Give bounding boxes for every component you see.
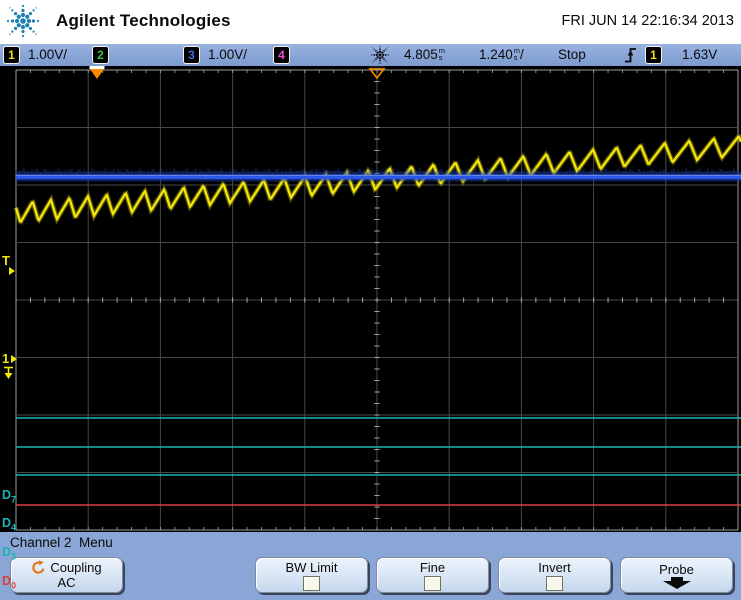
digital-label-d7: D7 (2, 488, 17, 505)
menu-title: Channel 2 Menu (10, 535, 113, 550)
bw-limit-checkbox[interactable] (303, 575, 320, 591)
timebase-suffix: / (520, 47, 524, 62)
status-bar: 1 1.00V/ 2 3 1.00V/ 4 4.805 m s 1.240 m s / S… (0, 44, 741, 67)
bw-limit-label: BW Limit (285, 559, 338, 575)
ch1-marker-arrow-icon (11, 355, 17, 363)
agilent-spark-icon (369, 44, 391, 66)
delay-value: 4.805 (404, 47, 438, 62)
display-area: T 1 D7 D4 D3 D0 (0, 66, 741, 590)
rotary-knob-icon (32, 560, 45, 574)
delay-readout: 4.805 m s (404, 47, 445, 62)
brand-title: Agilent Technologies (56, 11, 231, 30)
scope-canvas (13, 66, 741, 531)
trigger-source-badge: 1 (645, 46, 662, 64)
timebase-value: 1.240 (479, 47, 513, 62)
down-arrow-icon (662, 576, 691, 589)
digital-label-d4: D4 (2, 516, 17, 533)
trigger-level-marker: T (2, 254, 15, 275)
top-bar: Agilent Technologies FRI JUN 14 22:16:34… (0, 0, 741, 44)
ch3-badge: 3 (183, 46, 200, 64)
bw-limit-button[interactable]: BW Limit (255, 557, 368, 593)
probe-button[interactable]: Probe (620, 557, 733, 593)
agilent-logo-icon (3, 1, 47, 43)
digital-label-d3: D3 (2, 545, 17, 562)
invert-label: Invert (538, 559, 571, 575)
invert-button[interactable]: Invert (498, 557, 611, 593)
ground-icon (4, 366, 13, 379)
trigger-arrow-icon (9, 267, 15, 275)
ch1-scale: 1.00V/ (28, 47, 68, 62)
digital-label-d0: D0 (2, 574, 17, 591)
probe-label: Probe (659, 561, 694, 577)
ch4-badge: 4 (273, 46, 290, 64)
timebase-readout: 1.240 m s / (479, 47, 524, 62)
coupling-label: Coupling (50, 560, 102, 575)
softkey-menu: Channel 2 Menu Coupling AC BW Limit Fine… (0, 532, 741, 600)
coupling-value: AC (57, 575, 76, 590)
trigger-level-readout: 1.63V (682, 47, 718, 62)
acquisition-status: Stop (558, 47, 586, 62)
fine-button[interactable]: Fine (376, 557, 489, 593)
ch1-badge: 1 (3, 46, 20, 64)
trigger-slope-rising-icon (625, 48, 636, 63)
ch2-badge: 2 (92, 46, 109, 64)
ch1-ground-marker: 1 (2, 352, 17, 379)
fine-checkbox[interactable] (424, 575, 441, 591)
ch3-scale: 1.00V/ (208, 47, 248, 62)
fine-label: Fine (419, 559, 446, 575)
datetime-readout: FRI JUN 14 22:16:34 2013 (561, 13, 735, 29)
coupling-button[interactable]: Coupling AC (10, 557, 123, 593)
invert-checkbox[interactable] (546, 575, 563, 591)
